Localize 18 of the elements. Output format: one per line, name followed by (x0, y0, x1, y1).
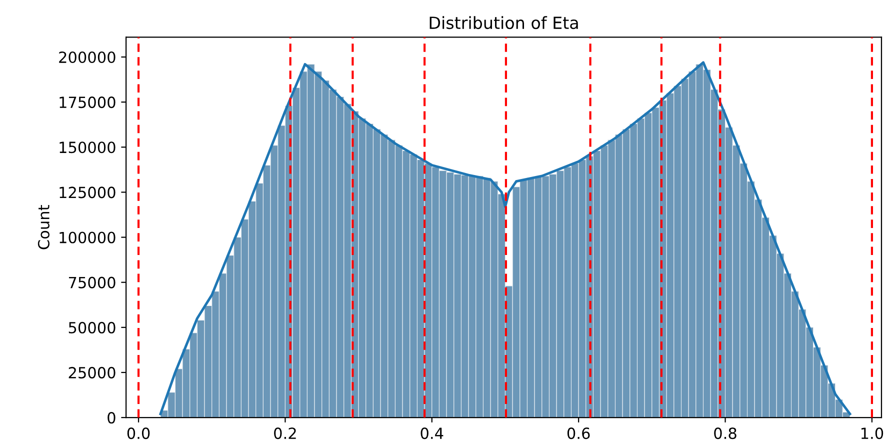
y-tick-label: 50000 (68, 322, 116, 334)
y-axis-title: Count (38, 205, 50, 250)
chart-title: Distribution of Eta (430, 16, 578, 30)
line-series (159, 61, 852, 416)
y-tick-label: 75000 (68, 276, 116, 288)
y-tick-label: 0 (108, 412, 116, 424)
y-tick-label: 25000 (68, 366, 116, 378)
x-tick-label: 0.2 (274, 428, 296, 440)
y-tick-label: 200000 (59, 51, 116, 64)
x-tick-label: 0.0 (127, 428, 150, 440)
x-tick-label: 0.4 (420, 428, 444, 440)
y-tick-label: 150000 (60, 142, 116, 154)
y-tick-label: 100000 (60, 232, 116, 244)
y-tick-label: 175000 (60, 96, 116, 108)
x-tick-label: 1.0 (861, 428, 884, 440)
x-tick-label: 0.8 (714, 428, 736, 440)
x-tick-label: 0.6 (567, 428, 590, 440)
y-tick-label: 125000 (60, 186, 116, 198)
